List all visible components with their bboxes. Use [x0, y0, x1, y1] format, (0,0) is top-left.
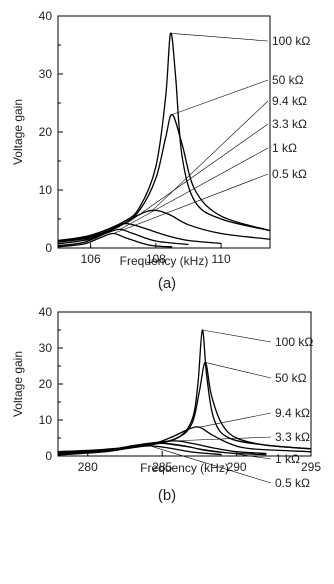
series-line-3: [58, 222, 222, 245]
series-label: 3.3 kΩ: [275, 430, 310, 444]
y-tick-label: 40: [39, 9, 53, 23]
series-leader-line: [126, 123, 269, 224]
y-tick-label: 0: [45, 241, 52, 255]
series-leader-line: [119, 147, 269, 230]
series-leader-line: [113, 173, 269, 234]
series-leader-line: [162, 443, 272, 460]
panel-label: (b): [158, 487, 176, 504]
series-line-3: [58, 440, 267, 455]
y-axis-title: Voltage gain: [11, 99, 25, 165]
x-tick-label: 295: [301, 460, 321, 474]
x-tick-label: 110: [212, 252, 231, 266]
series-leader-line: [172, 79, 269, 115]
series-line-1: [58, 113, 270, 242]
series-label: 9.4 kΩ: [272, 94, 307, 108]
series-label: 100 kΩ: [275, 335, 313, 349]
series-line-1: [58, 361, 311, 453]
series-line-5: [58, 232, 173, 248]
x-axis-title: Frequency (kHz): [140, 461, 229, 475]
series-label: 0.5 kΩ: [272, 167, 307, 181]
y-tick-label: 10: [39, 183, 53, 197]
x-tick-label: 106: [81, 252, 101, 266]
x-tick-label: 290: [227, 460, 247, 474]
y-tick-label: 40: [39, 305, 53, 319]
series-label: 9.4 kΩ: [275, 406, 310, 420]
x-tick-label: 108: [146, 252, 166, 266]
y-axis-title: Voltage gain: [11, 351, 25, 417]
chart-panel-b: 0 10 20 30 40 280 285 290 295 Frequency (kHz) Volt…: [11, 305, 321, 504]
series-leader-line: [202, 329, 272, 343]
series-label: 0.5 kΩ: [275, 476, 310, 490]
series-line-2: [58, 209, 270, 243]
series-leader-line: [199, 412, 272, 428]
series-label: 50 kΩ: [275, 371, 307, 385]
y-tick-label: 30: [39, 67, 53, 81]
series-line-2: [58, 426, 311, 454]
y-tick-label: 10: [39, 413, 53, 427]
series-leader-line: [150, 445, 272, 484]
series-leader-line: [174, 436, 272, 442]
y-tick-label: 20: [39, 377, 53, 391]
series-label: 1 kΩ: [275, 452, 300, 466]
x-tick-label: 285: [152, 460, 172, 474]
series-label: 100 kΩ: [272, 34, 310, 48]
series-leader-line: [172, 33, 269, 42]
y-tick-label: 0: [45, 449, 52, 463]
x-tick-label: 280: [78, 460, 98, 474]
series-label: 50 kΩ: [272, 73, 304, 87]
x-axis-title: Frequency (kHz): [120, 254, 209, 268]
series-label: 3.3 kΩ: [272, 117, 307, 131]
y-tick-label: 30: [39, 341, 53, 355]
series-line-0: [58, 32, 270, 242]
series-label: 1 kΩ: [272, 141, 297, 155]
panel-label: (a): [158, 275, 176, 292]
y-tick-label: 20: [39, 125, 53, 139]
series-line-4: [58, 442, 267, 456]
series-leader-line: [205, 362, 272, 379]
plot-frame: [57, 311, 312, 457]
